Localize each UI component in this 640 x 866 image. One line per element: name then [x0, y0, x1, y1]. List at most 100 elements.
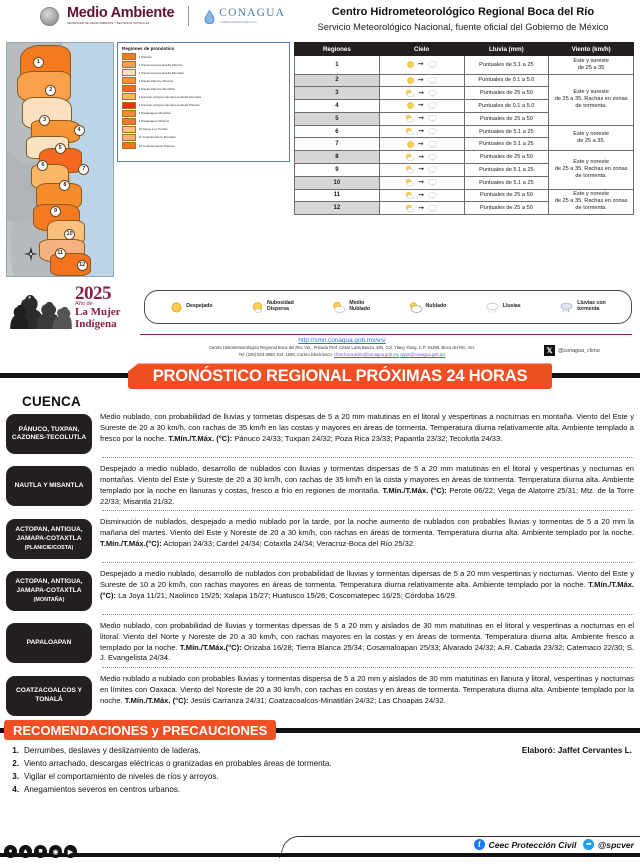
legend-swatch	[122, 93, 136, 101]
recommendations-banner: RECOMENDACIONES y PRECAUCIONES	[0, 720, 640, 742]
map-label-10: 10	[64, 229, 76, 241]
ministry-subtitle: SECRETARÍA DE MEDIO AMBIENTE Y RECURSOS …	[67, 21, 150, 25]
x-social-handle[interactable]: 𝕏 @conagua_clima	[544, 337, 632, 357]
smn-website-link[interactable]: http://smn.conagua.gob.mx/es/	[298, 337, 386, 345]
list-text: Anegamientos severos en centros urbanos.	[24, 785, 181, 795]
shield-icon: ●	[4, 845, 17, 858]
map-label-1: 1	[32, 56, 44, 68]
storm-cloud-icon	[560, 302, 573, 313]
region-pill-name: COATZACOALCOS Y TONALÁ	[15, 687, 83, 704]
list-number: 4.	[12, 785, 19, 795]
legend-entry: 2 Sierra-Cuenca-Nautla Planicie	[122, 61, 286, 69]
rain-cloud-icon	[428, 192, 437, 200]
list-text: Derrumbes, deslaves y deslizamiento de l…	[24, 746, 201, 756]
email-link-2[interactable]: cpgm@conagua.gob.mx	[399, 352, 446, 358]
list-item: 1. Derrumbes, deslaves y deslizamiento de…	[8, 744, 442, 757]
legend-entry: 12 Coatzacoalcos Planicie	[122, 142, 286, 150]
facebook-link[interactable]: f Ceec Protección Civil	[474, 839, 576, 850]
legend-swatch	[122, 142, 136, 150]
col-cielo: Cielo	[378, 41, 465, 57]
transition-arrow-icon: ➞	[418, 115, 425, 123]
temp-label: T.Mín./T.Máx.(°C):	[179, 642, 242, 652]
email-link-1[interactable]: chmr.bocadelrio@conagua.gob.mx	[334, 352, 399, 358]
list-number: 2.	[12, 759, 19, 769]
ministry-logo: Medio Ambiente SECRETARÍA DE MEDIO AMBIE…	[67, 6, 175, 25]
legend-swatch	[122, 77, 136, 85]
row-separator	[102, 510, 634, 514]
legend-swatch	[122, 133, 136, 141]
cuenca-column-label: CUENCA	[22, 394, 81, 410]
year-banner: 2025 Año de La Mujer Indígena	[10, 284, 140, 331]
transition-arrow-icon: ➞	[417, 61, 424, 69]
legend-swatch	[122, 69, 136, 77]
cell-wind: Este y sureste de 25 a 35. Rachas en zona…	[548, 73, 634, 126]
forecast-text-pre: Despejado a medio nublado, desarrollo de…	[100, 464, 634, 495]
header-logos: Medio Ambiente SECRETARÍA DE MEDIO AMBIE…	[0, 6, 290, 26]
cell-sky: ➞	[378, 201, 465, 216]
sky-condition-legend: Despejado Nubosidad Dispersa Medio Nubla…	[144, 290, 632, 324]
facebook-label: Ceec Protección Civil	[488, 839, 577, 850]
cell-sky: ➞	[378, 175, 465, 190]
table-row: 6 ➞ Puntuales de 5.1 a 25 Este y noreste…	[294, 124, 634, 152]
forecast-banner: PRONÓSTICO REGIONAL PRÓXIMAS 24 HORAS	[0, 362, 640, 392]
legend-label: 12 Coatzacoalcos Planicie	[138, 143, 175, 148]
cell-region: 2	[294, 73, 380, 88]
cell-region: 7	[294, 137, 380, 152]
forecast-row: PAPALOAPAN Medio nublado, con probabilid…	[6, 621, 634, 665]
legend-label: 4 Nautla Planicie Planicie	[138, 78, 174, 83]
rain-cloud-icon	[428, 128, 437, 136]
twitter-link[interactable]: ➦ @spcver	[583, 839, 634, 850]
sky-icons: ➞	[382, 140, 462, 149]
table-row: 5 ➞ Puntuales de 25 a 50	[294, 111, 634, 126]
cell-wind: Este y sureste de 25 a 35	[548, 55, 634, 75]
cell-rain: Puntuales de 25 a 50	[463, 86, 550, 101]
cell-sky: ➞	[378, 73, 465, 88]
legend-entry: 4 Nautla Planicie Planicie	[122, 77, 286, 85]
rain-cloud-icon	[427, 141, 437, 149]
forecast-text-post: Perote 06/22; Vega de Alatorre 25/31; Mt…	[100, 485, 634, 506]
sky-icons: ➞	[382, 60, 462, 69]
forecast-rows: PÁNUCO, TUXPAN, CAZONES-TECOLUTLA Medio …	[0, 412, 640, 717]
cell-region: 12	[294, 201, 380, 216]
forecast-text-pre: Despejado a medio nublado, desarrollo de…	[100, 569, 634, 589]
legend-entry: 7 Actopan-Antigua-Jamapa-Cotaxtla Planic…	[122, 101, 286, 109]
table-row: 4 ➞ Puntuales de 0.1 a 5.0	[294, 99, 634, 113]
sky-legend-item: Lluvias con tormenta	[559, 300, 606, 314]
contact-divider	[140, 334, 632, 336]
temp-label: T.Mín./T.Máx. (°C):	[382, 485, 447, 495]
legend-swatch	[122, 85, 136, 93]
sun-cloud-icon	[406, 179, 415, 187]
rain-cloud-icon	[427, 77, 437, 85]
row-separator	[102, 614, 634, 618]
forecast-table-wrapper: Regiones Cielo Lluvia (mm) Viento (km/h)…	[290, 41, 634, 277]
table-header-row: Regiones Cielo Lluvia (mm) Viento (km/h)	[294, 41, 634, 57]
region-pill-name: PÁNUCO, TUXPAN, CAZONES-TECOLUTLA	[11, 425, 87, 442]
legend-swatch	[122, 61, 136, 69]
list-item: 2. Viento arrachado, descargas eléctricas…	[8, 757, 442, 770]
cell-region: 4	[294, 99, 380, 113]
recommendations-title: RECOMENDACIONES y PRECAUCIONES	[4, 720, 277, 741]
conagua-text: CONAGUA COMISIÓN NACIONAL DEL AGUA	[219, 8, 285, 24]
bottom-black-bar	[0, 853, 640, 857]
legend-swatch	[122, 101, 136, 109]
map-legend-title: Regiones de pronóstico	[122, 46, 175, 51]
sky-icons: ➞	[382, 101, 462, 110]
table-row: 12 ➞ Puntuales de 25 a 50	[294, 201, 634, 216]
forecast-map: 1 2 3 4 5 6 7 8 9 10 11 12	[6, 42, 114, 277]
sun-icon	[406, 61, 414, 69]
cell-wind: Este y noreste de 25 a 35. Rachas en zona…	[548, 150, 634, 190]
region-pill: COATZACOALCOS Y TONALÁ	[6, 676, 92, 717]
sun-cloud-icon	[406, 127, 415, 136]
legend-entry: 8 Papaloapan Montaña	[122, 109, 286, 117]
legend-entry: 10 Sierra Los Tuxtlas	[122, 125, 286, 133]
legend-swatch	[122, 109, 136, 117]
transition-arrow-icon: ➞	[418, 191, 425, 199]
cell-region: 3	[294, 86, 380, 101]
sun-cloud-icon	[333, 301, 346, 313]
region-pill: ACTOPAN, ANTIGUA, JAMAPA-COTAXTLA (PLANI…	[6, 519, 92, 560]
region-pill-name: ACTOPAN, ANTIGUA, JAMAPA-COTAXTLA	[15, 526, 83, 543]
sky-icons: ➞	[382, 114, 462, 123]
transition-arrow-icon: ➞	[418, 204, 425, 212]
contact-address: Centro Hidrometeorológico Regional Boca …	[208, 345, 476, 351]
